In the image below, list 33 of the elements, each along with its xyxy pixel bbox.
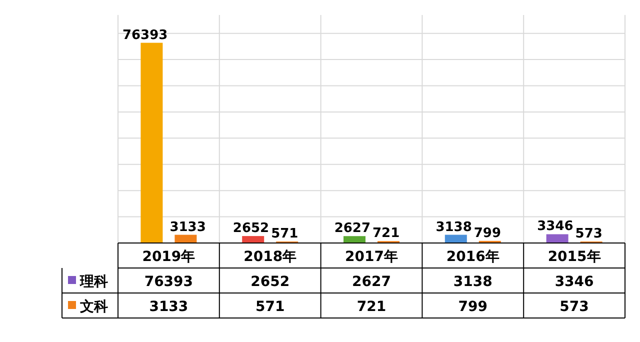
text: 799 xyxy=(458,299,488,315)
bar xyxy=(344,236,366,243)
data-label: 799 xyxy=(474,226,502,241)
data-label: 3138 xyxy=(436,220,472,235)
text: 571 xyxy=(255,299,285,315)
data-label: 571 xyxy=(271,226,298,242)
legend-label: 文科 xyxy=(79,298,108,315)
bar xyxy=(546,234,568,243)
bar xyxy=(444,234,467,243)
x-tick-label: 2019年 xyxy=(142,249,196,265)
text: 3138 xyxy=(453,274,492,290)
data-label: 3346 xyxy=(537,219,574,234)
text: 573 xyxy=(560,299,589,315)
data-label: 3133 xyxy=(170,220,206,235)
text: 721 xyxy=(356,299,386,315)
x-tick-label: 2016年 xyxy=(446,249,500,265)
legend-label: 理科 xyxy=(79,274,108,290)
bar xyxy=(242,236,264,243)
text: 2652 xyxy=(250,274,290,290)
data-label: 76393 xyxy=(122,28,168,43)
text: 76393 xyxy=(144,274,194,290)
data-label: 721 xyxy=(372,226,400,242)
bar xyxy=(174,234,197,243)
data-label: 2652 xyxy=(232,221,270,236)
text: 2627 xyxy=(352,274,391,290)
x-tick-label: 2017年 xyxy=(345,249,398,265)
data-label: 2627 xyxy=(334,221,370,236)
bar xyxy=(140,42,163,243)
data-label: 573 xyxy=(575,226,602,242)
x-tick-label: 2015年 xyxy=(548,249,601,265)
text: 3346 xyxy=(554,274,594,290)
text: 3133 xyxy=(149,299,188,315)
x-tick-label: 2018年 xyxy=(244,249,297,265)
